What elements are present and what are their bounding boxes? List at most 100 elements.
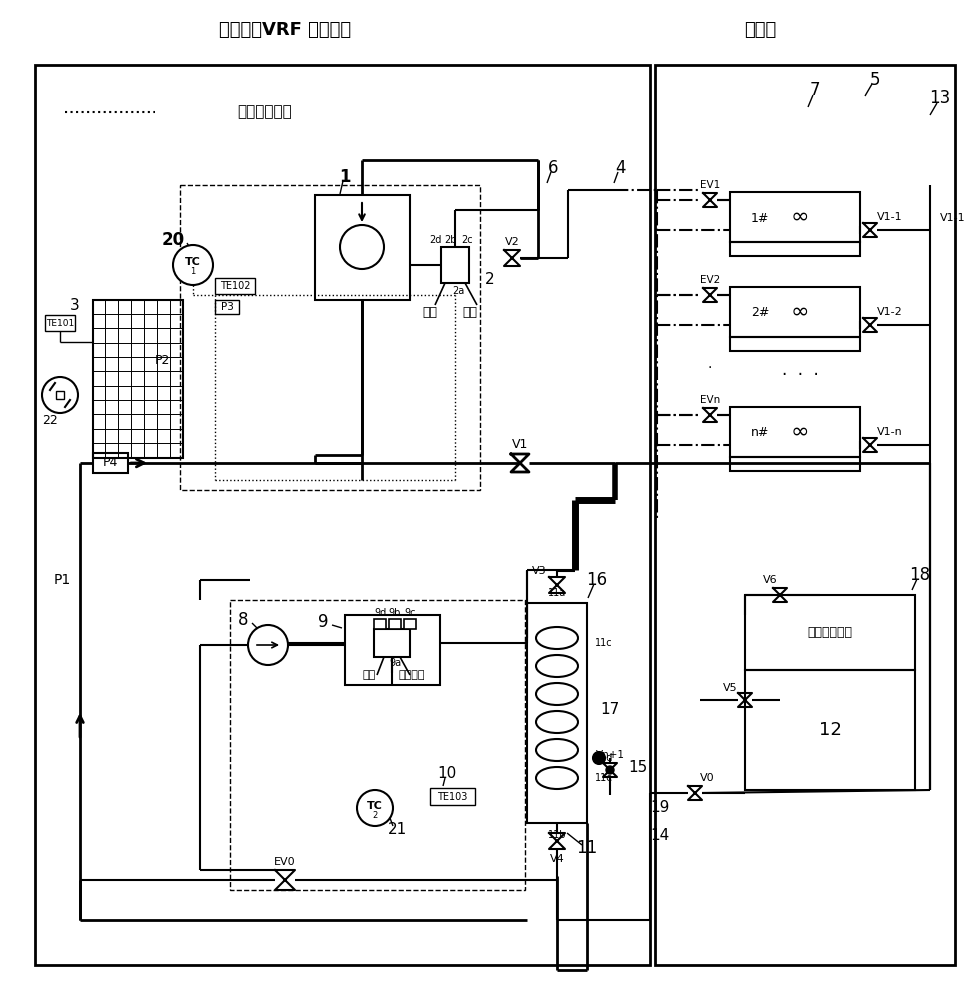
Text: 17: 17: [601, 702, 619, 718]
Text: EV2: EV2: [700, 275, 720, 285]
Text: TE103: TE103: [437, 792, 467, 802]
Text: 12: 12: [818, 721, 842, 739]
Circle shape: [606, 766, 614, 774]
Text: P3: P3: [220, 302, 233, 312]
Text: V1-1: V1-1: [877, 212, 903, 222]
Text: 8: 8: [237, 611, 248, 629]
Text: 4: 4: [614, 159, 625, 177]
Text: 20: 20: [162, 231, 185, 249]
Text: 2a: 2a: [452, 286, 465, 296]
Text: TE101: TE101: [46, 318, 74, 328]
Bar: [730, 457, 860, 471]
Bar: [389, 619, 401, 629]
Bar: [527, 603, 587, 823]
Circle shape: [357, 790, 393, 826]
Circle shape: [173, 245, 213, 285]
Text: 控制传输线路: 控制传输线路: [237, 104, 292, 119]
Text: 19: 19: [651, 800, 669, 816]
Text: 1: 1: [190, 267, 196, 276]
Text: 除霜: 除霜: [362, 670, 375, 680]
Circle shape: [42, 377, 78, 413]
Text: ·: ·: [708, 361, 712, 375]
Text: 5: 5: [870, 71, 880, 89]
Text: 10: 10: [437, 766, 457, 780]
Text: 热泵模式: 热泵模式: [398, 670, 424, 680]
Text: TE102: TE102: [220, 281, 250, 291]
Text: 2: 2: [485, 272, 495, 288]
Bar: [730, 287, 860, 337]
Text: 2: 2: [372, 812, 377, 820]
Text: 18: 18: [909, 566, 931, 584]
Text: 22: 22: [42, 414, 58, 426]
Text: V1-1: V1-1: [940, 213, 965, 223]
Bar: [730, 192, 860, 242]
Bar: [93, 453, 128, 473]
Text: V0: V0: [700, 773, 714, 783]
Text: EV1: EV1: [700, 180, 720, 190]
Text: 9d: 9d: [374, 608, 386, 618]
Bar: [215, 300, 239, 314]
Bar: [655, 65, 955, 965]
Text: V6: V6: [762, 575, 777, 585]
Text: TC: TC: [368, 801, 383, 811]
Text: 15: 15: [628, 760, 648, 774]
Text: 6: 6: [548, 159, 559, 177]
Text: 1: 1: [339, 168, 351, 186]
Text: 2c: 2c: [462, 235, 472, 245]
Text: 2b: 2b: [444, 235, 457, 245]
Circle shape: [248, 625, 288, 665]
Bar: [374, 629, 410, 657]
Text: n#: n#: [751, 426, 769, 440]
Circle shape: [340, 225, 384, 269]
Text: 16: 16: [586, 571, 608, 589]
Text: 21: 21: [387, 822, 407, 838]
Text: P2: P2: [154, 354, 170, 366]
Text: 2d: 2d: [429, 235, 441, 245]
Text: 生活用水设备: 生活用水设备: [808, 626, 853, 640]
Text: 11: 11: [576, 839, 598, 857]
Text: EV0: EV0: [274, 857, 296, 867]
Text: ∞: ∞: [791, 422, 809, 442]
Text: 11e: 11e: [595, 773, 613, 783]
Bar: [93, 300, 183, 458]
Text: 11d: 11d: [595, 753, 613, 763]
Text: ∞: ∞: [791, 207, 809, 227]
Text: TC: TC: [185, 257, 201, 267]
Text: V4: V4: [550, 854, 564, 864]
Text: P4: P4: [102, 456, 118, 470]
Bar: [374, 619, 386, 629]
Bar: [404, 619, 416, 629]
Circle shape: [593, 752, 605, 764]
Text: 9c: 9c: [405, 608, 416, 618]
Text: Vn+1: Vn+1: [596, 750, 624, 760]
Bar: [745, 595, 915, 670]
Text: V1: V1: [512, 438, 528, 450]
Bar: [315, 195, 410, 300]
Text: 3: 3: [71, 298, 80, 312]
Text: 9: 9: [318, 613, 328, 631]
Text: V2: V2: [505, 237, 519, 247]
Text: 室外侧（VRF 室外机）: 室外侧（VRF 室外机）: [219, 21, 351, 39]
Text: 9b: 9b: [389, 608, 401, 618]
Text: EVn: EVn: [700, 395, 720, 405]
Text: P1: P1: [53, 573, 71, 587]
Bar: [430, 788, 475, 805]
Text: 夏季: 夏季: [422, 306, 437, 320]
Text: 11a: 11a: [548, 588, 566, 598]
Bar: [230, 600, 525, 890]
Bar: [730, 242, 860, 256]
Text: 11c: 11c: [595, 638, 612, 648]
Text: V1-n: V1-n: [877, 427, 903, 437]
Text: ∞: ∞: [791, 302, 809, 322]
Bar: [35, 65, 650, 965]
Text: 冬季: 冬季: [463, 306, 477, 320]
Text: 室内侧: 室内侧: [744, 21, 776, 39]
Text: 14: 14: [651, 828, 669, 842]
Text: V3: V3: [532, 566, 546, 576]
Text: 2#: 2#: [751, 306, 769, 320]
Bar: [441, 247, 469, 283]
Text: V1-2: V1-2: [877, 307, 903, 317]
Bar: [730, 337, 860, 351]
Text: 13: 13: [929, 89, 951, 107]
Bar: [745, 670, 915, 790]
